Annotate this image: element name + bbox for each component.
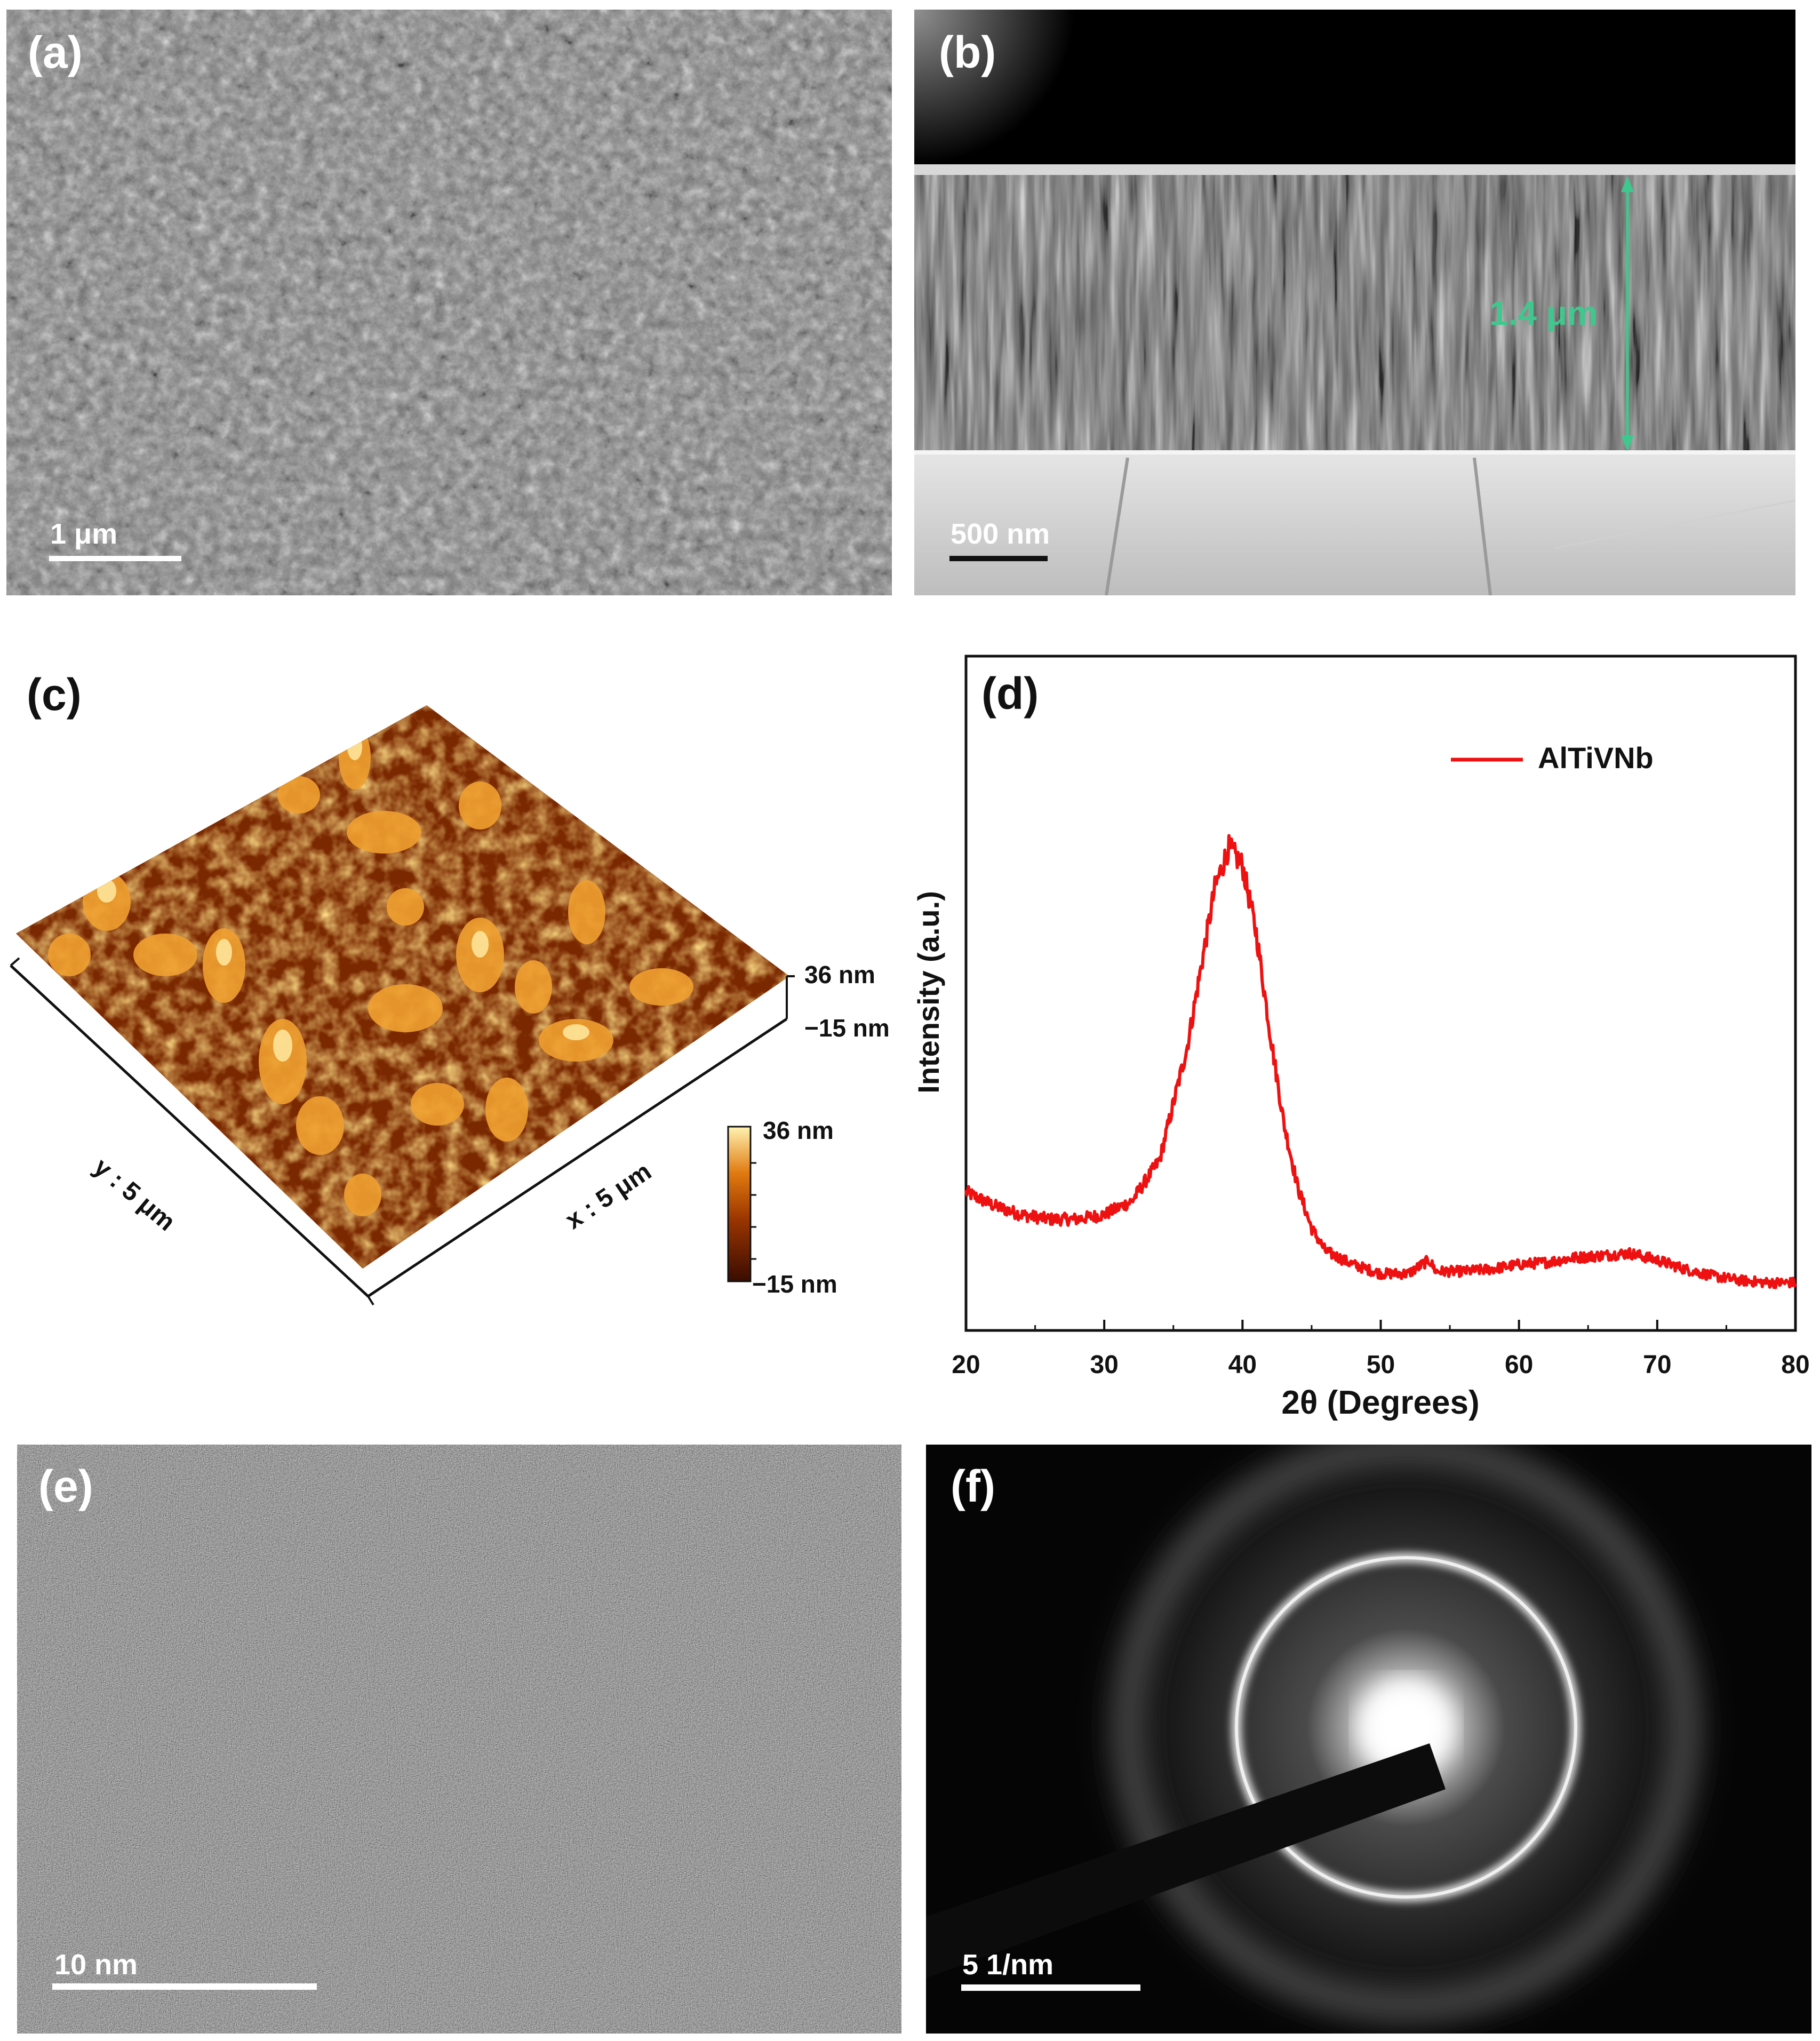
afm-y-axis xyxy=(10,964,369,1297)
hrtem-image xyxy=(17,1445,901,2034)
panel-b-scale-bar-label: 500 nm xyxy=(951,518,1050,550)
sem-cross-section-image xyxy=(914,10,1795,595)
panel-f-saed: (f) 5 1/nm xyxy=(926,1445,1811,2034)
afm-colorbar xyxy=(727,1126,752,1282)
panel-a-scale-bar xyxy=(49,556,181,561)
panel-e-hrtem: (e) 10 nm xyxy=(17,1445,901,2034)
x-tick-label-30: 30 xyxy=(1090,1351,1118,1379)
panel-e-scale-bar xyxy=(52,1983,317,1990)
panel-c-label: (c) xyxy=(27,669,82,720)
x-axis-label: 2θ (Degrees) xyxy=(1281,1384,1479,1421)
afm-z-min-label: −15 nm xyxy=(804,1014,890,1042)
y-axis-label: Intensity (a.u.) xyxy=(912,891,945,1094)
x-tick-label-20: 20 xyxy=(952,1351,980,1379)
panel-b-label: (b) xyxy=(939,27,996,77)
panel-f-scale-bar-label: 5 1/nm xyxy=(962,1949,1054,1981)
panel-b-scale-bar xyxy=(949,556,1048,561)
panel-a-sem-surface: (a) 1 μm xyxy=(6,10,892,595)
sem-surface-image xyxy=(6,10,892,595)
panel-d-label: (d) xyxy=(981,668,1039,719)
panel-b-sem-cross-section: 1.4 μm (b) 500 nm xyxy=(914,10,1795,595)
plot-frame xyxy=(964,655,1797,1332)
panel-a-label: (a) xyxy=(28,27,83,77)
afm-colorbar-max-label: 36 nm xyxy=(763,1117,834,1144)
panel-e-label: (e) xyxy=(38,1461,93,1511)
panel-f-label: (f) xyxy=(951,1461,995,1511)
series-line-altivnb xyxy=(964,834,1797,1289)
x-tick-label-80: 80 xyxy=(1781,1351,1809,1379)
xrd-chart: 20 30 40 50 60 70 80 AlTiVNb 2θ (Degrees) Inte… xyxy=(912,655,1810,1421)
thickness-annotation: 1.4 μm xyxy=(1489,294,1598,332)
afm-x-axis xyxy=(367,1017,788,1298)
x-tick-label-40: 40 xyxy=(1228,1351,1257,1379)
panel-f-scale-bar xyxy=(961,1984,1140,1991)
afm-3d-surface xyxy=(10,705,795,1306)
x-tick-label-70: 70 xyxy=(1643,1351,1671,1379)
legend-label: AlTiVNb xyxy=(1538,741,1654,775)
afm-colorbar-min-label: −15 nm xyxy=(752,1270,837,1298)
thickness-arrow xyxy=(1621,176,1634,451)
saed-pattern xyxy=(926,1445,1811,2034)
panel-c-afm-topography: (c) 36 nm −15 nm y : 5 μm x : 5 μm 36 nm… xyxy=(0,656,907,1360)
x-tick-label-60: 60 xyxy=(1505,1351,1533,1379)
afm-z-max-label: 36 nm xyxy=(804,961,875,988)
x-tick-label-50: 50 xyxy=(1367,1351,1395,1379)
panel-a-scale-bar-label: 1 μm xyxy=(50,518,118,550)
panel-d-xrd-chart: 20 30 40 50 60 70 80 AlTiVNb 2θ (Degrees) Inte… xyxy=(907,640,1820,1430)
panel-e-scale-bar-label: 10 nm xyxy=(54,1949,138,1981)
beam-stop xyxy=(926,1743,1446,1978)
